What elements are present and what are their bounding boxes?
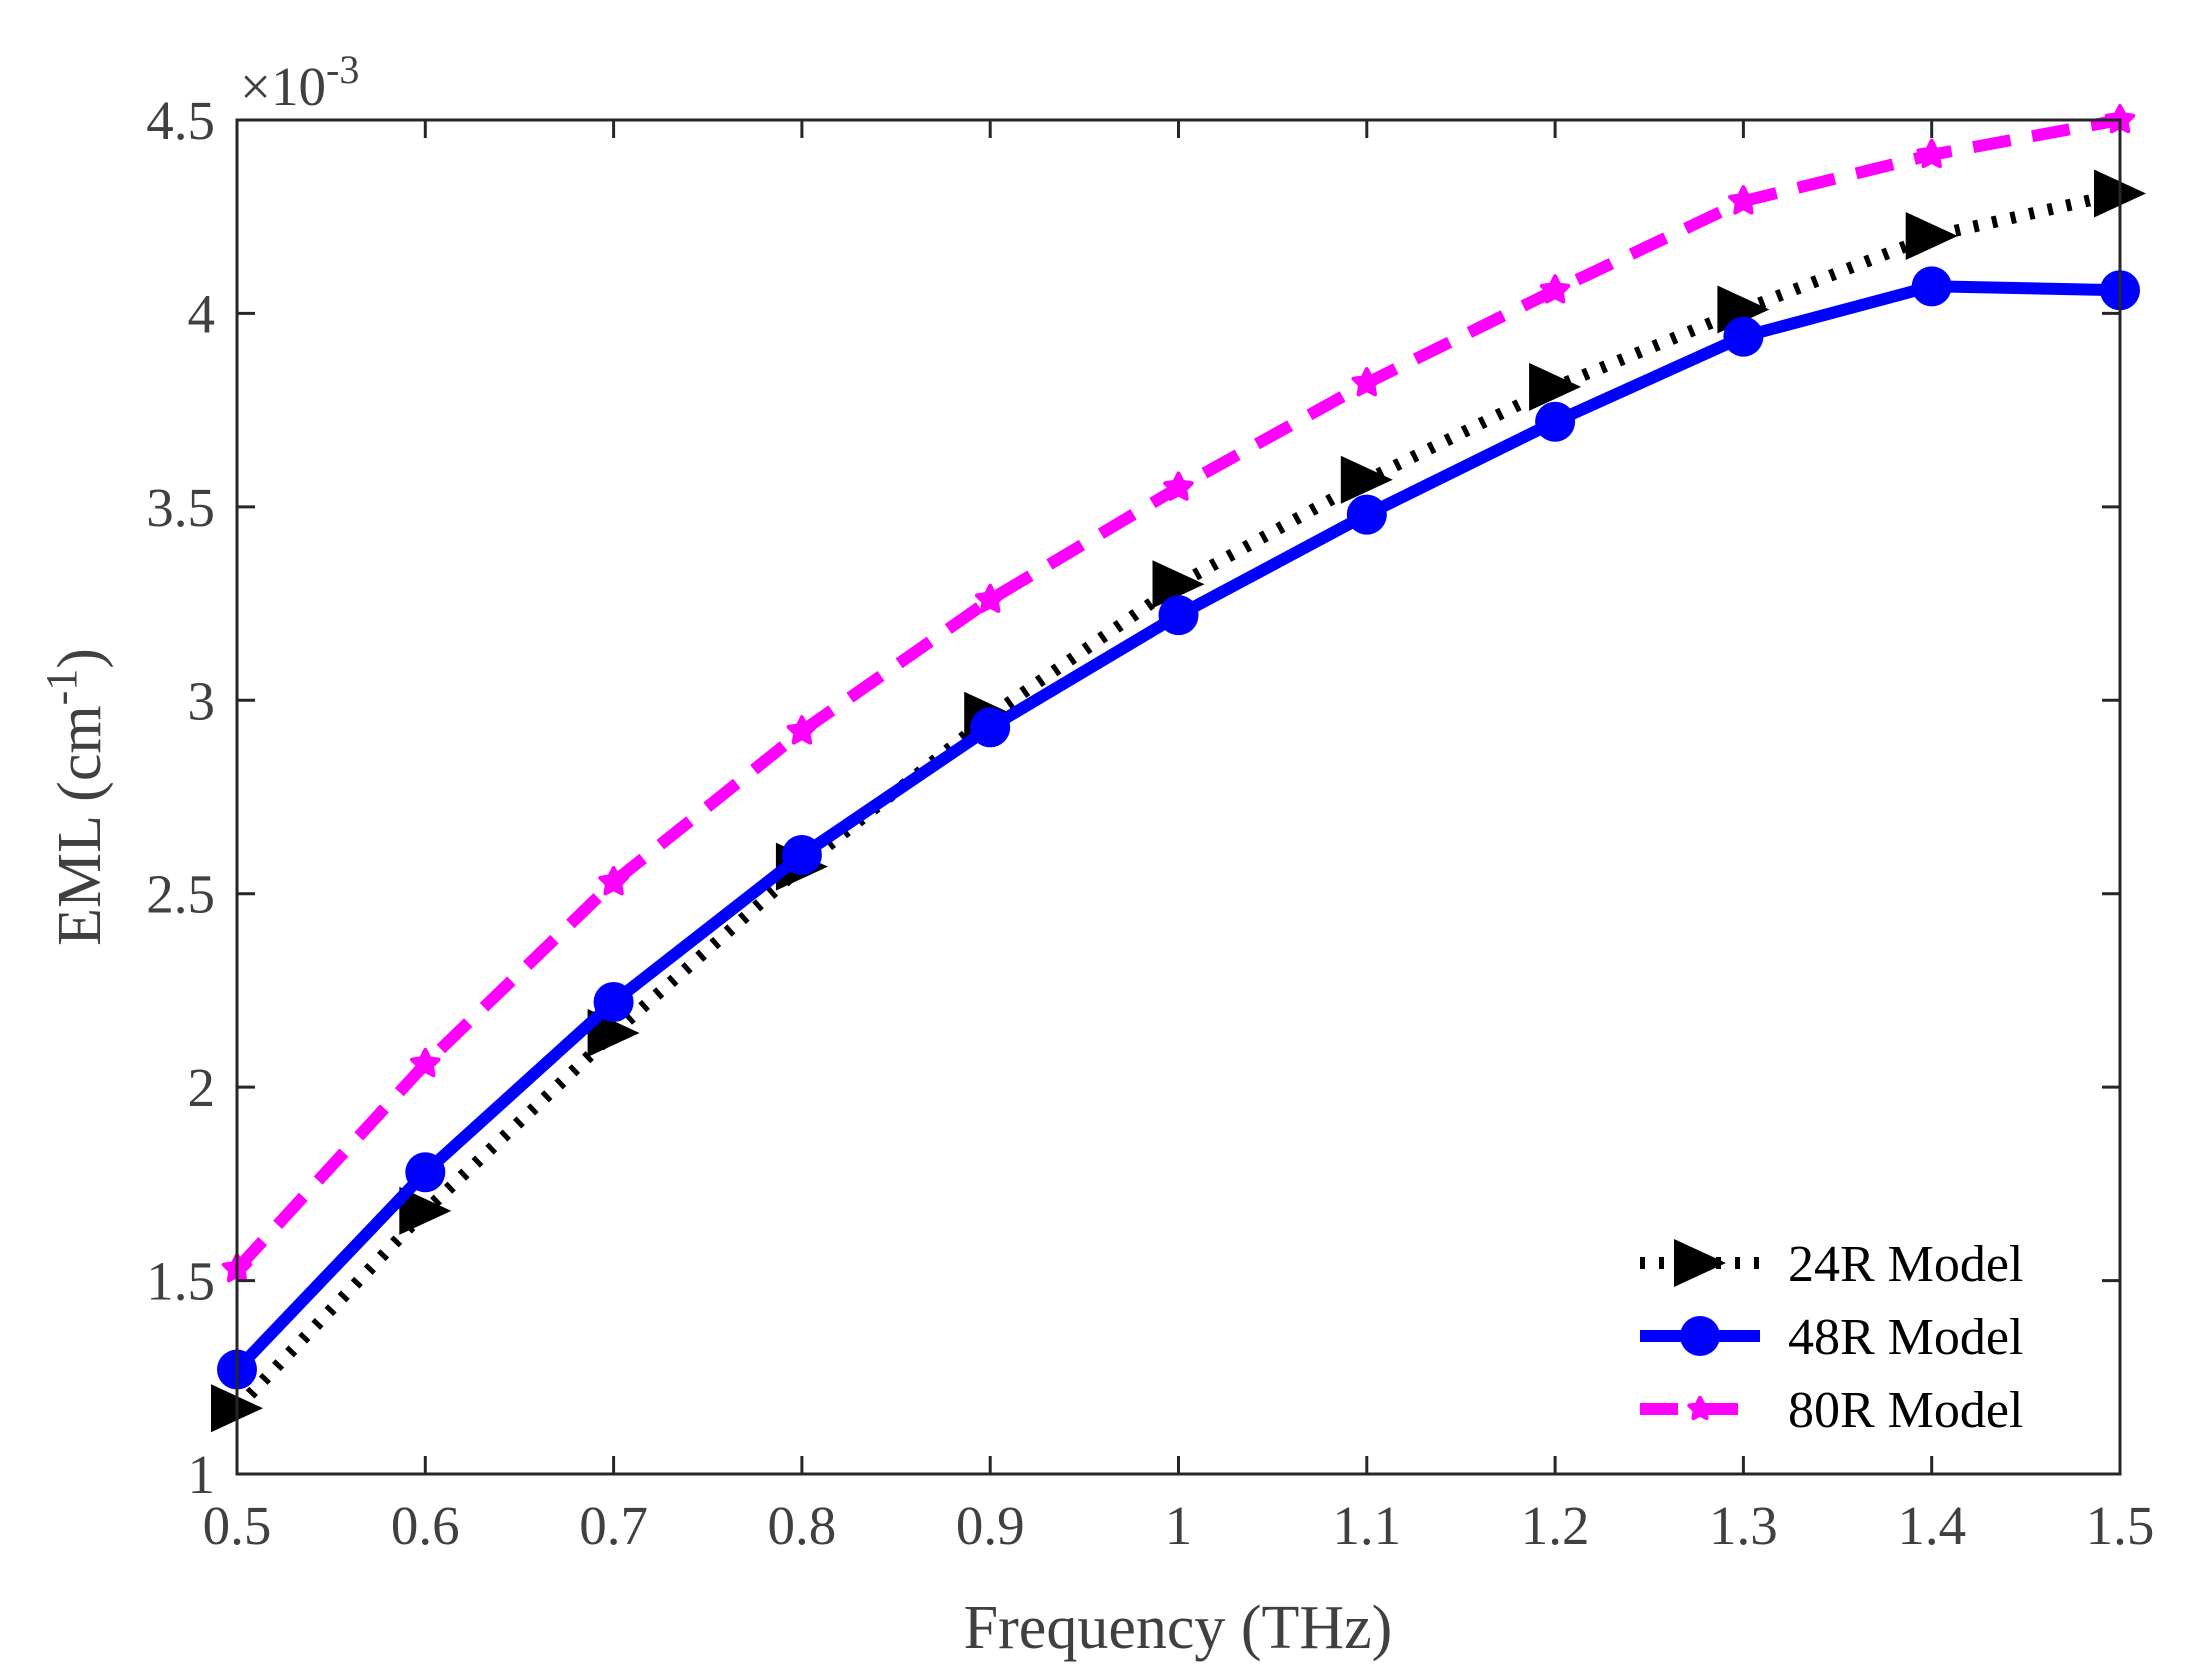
legend-marker-sample [1687, 1395, 1713, 1421]
y-tick-label: 2.5 [146, 864, 215, 925]
data-point-marker [410, 1047, 441, 1078]
x-tick-label: 1 [1165, 1495, 1193, 1556]
series-80r-model [221, 104, 2136, 1283]
data-point-marker [1905, 212, 1958, 261]
x-tick-label: 0.6 [391, 1495, 460, 1556]
legend-marker-sample [1680, 1316, 1720, 1356]
data-point-marker [781, 835, 822, 876]
data-point-marker [399, 1186, 452, 1235]
ticks-layer: 0.5 0.6 0.7 0.8 0.9 1 1.1 1.2 1.3 1.4 1.5 1 1.5 2 2.5 3… [146, 90, 2154, 1556]
x-axis-label: Frequency (THz) [964, 1594, 1393, 1662]
y-axis-label-sup: -1 [37, 669, 86, 706]
data-point-marker [598, 866, 629, 896]
data-point-marker [1911, 266, 1952, 307]
y-scale-exponent: -3 [326, 47, 359, 92]
series-layer [211, 104, 2146, 1433]
y-scale-multiplier: ×10-3 [240, 47, 359, 118]
data-point-marker [593, 982, 634, 1023]
x-tick-label: 1.5 [2086, 1495, 2155, 1556]
y-tick-label: 2 [188, 1057, 216, 1118]
data-point-marker [1723, 316, 1764, 357]
data-point-marker [1152, 560, 1205, 609]
y-axis-label-main: EML (cm [46, 705, 114, 945]
data-point-marker [970, 707, 1011, 748]
y-tick-label: 1.5 [146, 1251, 215, 1312]
series-48r-model [217, 266, 2140, 1390]
y-tick-label: 1 [188, 1444, 216, 1505]
data-point-marker [1340, 455, 1393, 504]
y-tick-label: 3.5 [146, 477, 215, 538]
x-tick-label: 1.1 [1332, 1495, 1401, 1556]
y-axis-label-close: ) [46, 648, 114, 669]
legend-label: 24R Model [1788, 1236, 2023, 1293]
y-axis-label: EML (cm-1) [37, 648, 115, 946]
legend: 24R Model 48R Model 80R Model [1640, 1236, 2023, 1439]
data-point-marker [1346, 494, 1387, 535]
data-point-marker [1916, 138, 1947, 169]
x-tick-label: 0.8 [768, 1495, 837, 1556]
legend-marker-sample [1674, 1239, 1726, 1287]
y-tick-label: 4 [188, 283, 216, 344]
legend-label: 80R Model [1788, 1382, 2023, 1439]
x-tick-label: 0.5 [203, 1495, 272, 1556]
y-scale-base: ×10 [240, 56, 326, 117]
x-tick-label: 1.4 [1897, 1495, 1966, 1556]
legend-entry: 24R Model [1640, 1236, 2023, 1293]
x-tick-label: 1.2 [1521, 1495, 1590, 1556]
x-tick-label: 1.3 [1709, 1495, 1778, 1556]
y-tick-label: 3 [188, 670, 216, 731]
data-point-marker [1728, 185, 1759, 215]
y-tick-label: 4.5 [146, 90, 215, 151]
data-point-marker [1163, 471, 1194, 501]
legend-entry: 80R Model [1640, 1382, 2023, 1439]
legend-entry: 48R Model [1640, 1309, 2023, 1366]
data-point-marker [1535, 401, 1576, 442]
data-point-marker [974, 583, 1006, 613]
x-tick-label: 0.7 [579, 1495, 648, 1556]
legend-label: 48R Model [1788, 1309, 2023, 1366]
data-point-marker [405, 1152, 446, 1193]
data-point-marker [1539, 274, 1571, 304]
data-point-marker [1158, 595, 1199, 636]
data-point-marker [1529, 362, 1582, 411]
data-point-marker [1351, 367, 1383, 397]
data-point-marker [786, 715, 818, 745]
x-tick-label: 0.9 [956, 1495, 1025, 1556]
